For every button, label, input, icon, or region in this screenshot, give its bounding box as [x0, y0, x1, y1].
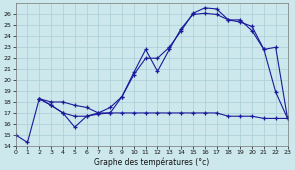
X-axis label: Graphe des températures (°c): Graphe des températures (°c) [94, 157, 209, 167]
